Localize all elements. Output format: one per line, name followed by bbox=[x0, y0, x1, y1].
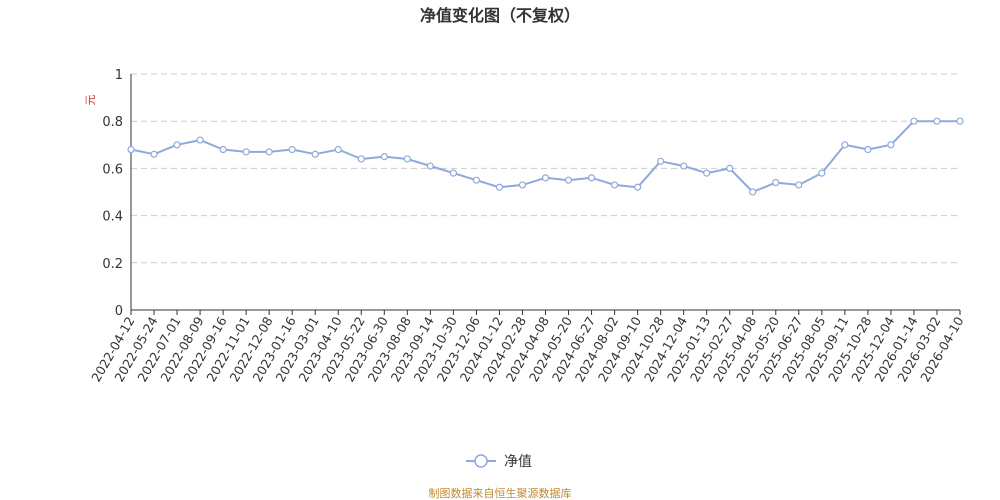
chart-title: 净值变化图（不复权） bbox=[420, 6, 580, 25]
data-point[interactable] bbox=[150, 150, 158, 158]
series-group bbox=[127, 117, 964, 196]
data-point[interactable] bbox=[841, 141, 849, 149]
legend-label: 净值 bbox=[504, 454, 532, 470]
y-tick-label: 1 bbox=[115, 68, 123, 83]
data-point[interactable] bbox=[887, 141, 895, 149]
y-tick-label: 0.2 bbox=[102, 257, 123, 272]
y-tick-label: 0 bbox=[115, 304, 123, 319]
data-point[interactable] bbox=[818, 169, 826, 177]
data-point[interactable] bbox=[726, 164, 734, 172]
data-point[interactable] bbox=[380, 153, 388, 161]
data-point[interactable] bbox=[449, 169, 457, 177]
data-point[interactable] bbox=[956, 117, 964, 125]
y-tick-label: 0.8 bbox=[102, 115, 123, 130]
legend[interactable]: 净值 bbox=[466, 454, 532, 470]
data-point[interactable] bbox=[541, 174, 550, 182]
data-point[interactable] bbox=[265, 148, 273, 156]
y-tick-label: 0.6 bbox=[102, 162, 123, 177]
data-point[interactable] bbox=[426, 162, 434, 170]
data-point[interactable] bbox=[357, 155, 365, 163]
data-point[interactable] bbox=[334, 145, 342, 154]
data-point[interactable] bbox=[657, 157, 665, 165]
x-axis-ticks: 2022-04-122022-05-242022-07-012022-08-09… bbox=[88, 310, 967, 384]
data-point[interactable] bbox=[219, 145, 227, 154]
y-axis-label: 元 bbox=[84, 95, 97, 106]
data-point[interactable] bbox=[495, 183, 504, 191]
data-point[interactable] bbox=[472, 176, 481, 184]
gridlines bbox=[131, 73, 960, 264]
data-point[interactable] bbox=[864, 145, 872, 154]
data-point[interactable] bbox=[311, 150, 319, 158]
data-point[interactable] bbox=[518, 181, 527, 189]
legend-marker-icon bbox=[474, 454, 488, 468]
data-point[interactable] bbox=[173, 141, 181, 149]
data-point[interactable] bbox=[795, 181, 803, 189]
data-point[interactable] bbox=[587, 174, 596, 182]
data-point[interactable] bbox=[749, 188, 757, 196]
data-point[interactable] bbox=[403, 155, 411, 163]
y-axis-ticks: 0 0.2 0.4 0.6 0.8 1 bbox=[102, 68, 123, 319]
data-point[interactable] bbox=[564, 176, 573, 184]
data-point[interactable] bbox=[288, 145, 296, 154]
y-tick-label: 0.4 bbox=[102, 210, 123, 225]
axes bbox=[130, 74, 960, 311]
data-point[interactable] bbox=[680, 162, 688, 170]
data-point[interactable] bbox=[610, 181, 619, 189]
data-point[interactable] bbox=[196, 136, 204, 144]
data-point[interactable] bbox=[933, 117, 941, 125]
data-point[interactable] bbox=[127, 145, 135, 154]
data-point[interactable] bbox=[242, 148, 250, 156]
source-note: 制图数据来自恒生聚源数据库 bbox=[429, 486, 572, 500]
data-point[interactable] bbox=[772, 178, 780, 187]
data-point[interactable] bbox=[910, 117, 918, 125]
data-point[interactable] bbox=[703, 169, 711, 177]
data-point[interactable] bbox=[634, 183, 642, 191]
